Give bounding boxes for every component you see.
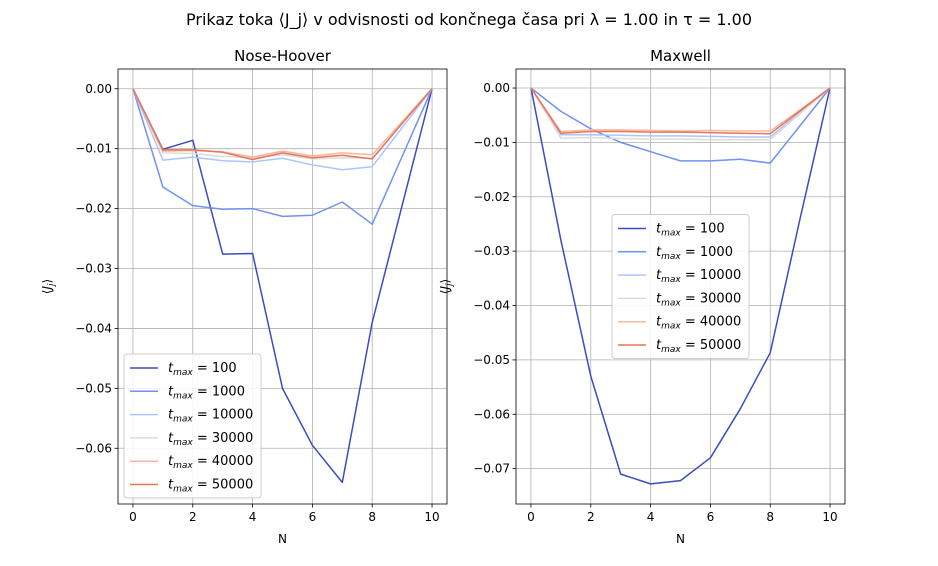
y-tick-label: −0.01 bbox=[473, 135, 510, 149]
y-tick-label: 0.00 bbox=[85, 82, 112, 96]
y-tick-label: 0.00 bbox=[483, 81, 510, 95]
figure-suptitle: Prikaz toka ⟨J_j⟩ v odvisnosti od končne… bbox=[186, 10, 752, 29]
x-tick-label: 10 bbox=[424, 510, 439, 524]
y-tick-label: −0.06 bbox=[75, 441, 112, 455]
x-tick-label: 6 bbox=[707, 510, 715, 524]
series-line-1 bbox=[132, 88, 433, 484]
legend-label-6: tmax = 50000 bbox=[656, 338, 741, 355]
series-line-5 bbox=[132, 88, 433, 158]
series-line-1 bbox=[530, 87, 831, 485]
x-tick-label: 0 bbox=[527, 510, 535, 524]
legend-label-4: tmax = 30000 bbox=[168, 431, 253, 448]
legend-label-3: tmax = 10000 bbox=[656, 268, 741, 285]
x-tick-label: 8 bbox=[368, 510, 376, 524]
legend: tmax = 100 tmax = 1000 tmax = 10000 tmax = … bbox=[123, 353, 262, 499]
y-axis-label: ⟨Jj⟩ bbox=[438, 279, 455, 294]
y-tick-label: −0.02 bbox=[473, 190, 510, 204]
y-tick-label: −0.07 bbox=[473, 462, 510, 476]
chart-panel-2: 0 2 4 6 8 10 0.00 −0.01 −0.02 −0.03 −0.04 −0.05 −0.0… bbox=[438, 47, 846, 546]
axes-frame bbox=[117, 68, 448, 505]
legend-box bbox=[611, 214, 750, 359]
x-tick-label: 8 bbox=[766, 510, 774, 524]
panel-title: Maxwell bbox=[650, 47, 711, 65]
x-axis-label: N bbox=[278, 532, 287, 546]
legend-label-2: tmax = 1000 bbox=[656, 245, 733, 262]
y-tick-label: −0.05 bbox=[473, 353, 510, 367]
x-axis-label: N bbox=[676, 532, 685, 546]
series-line-2 bbox=[132, 88, 433, 225]
legend-label-2: tmax = 1000 bbox=[168, 384, 245, 401]
y-axis-label: ⟨Jj⟩ bbox=[40, 279, 57, 294]
x-tick-label: 0 bbox=[129, 510, 137, 524]
legend-label-4: tmax = 30000 bbox=[656, 291, 741, 308]
y-tick-label: −0.03 bbox=[473, 244, 510, 258]
y-tick-label: −0.06 bbox=[473, 407, 510, 421]
y-tick-label: −0.05 bbox=[75, 381, 112, 395]
x-tick-label: 2 bbox=[587, 510, 595, 524]
legend-label-3: tmax = 10000 bbox=[168, 408, 253, 425]
series-line-2 bbox=[530, 87, 831, 164]
y-tick-label: −0.04 bbox=[473, 299, 510, 313]
x-tick-label: 6 bbox=[309, 510, 317, 524]
axes-frame bbox=[515, 68, 846, 505]
y-tick-label: −0.03 bbox=[75, 262, 112, 276]
y-tick-label: −0.02 bbox=[75, 202, 112, 216]
series-line-3 bbox=[530, 87, 831, 138]
panel-title: Nose-Hoover bbox=[234, 47, 332, 65]
legend-label-5: tmax = 40000 bbox=[656, 315, 741, 332]
x-tick-label: 10 bbox=[822, 510, 837, 524]
chart-panel-1: 0 2 4 6 8 10 0.00 −0.01 −0.02 −0.03 −0.04 −0.05 −0.0… bbox=[40, 47, 448, 546]
series-line-5 bbox=[530, 87, 831, 133]
legend-label-5: tmax = 40000 bbox=[168, 454, 253, 471]
series-line-3 bbox=[132, 88, 433, 171]
x-tick-label: 4 bbox=[249, 510, 257, 524]
legend-label-1: tmax = 100 bbox=[168, 361, 237, 378]
legend-label-6: tmax = 50000 bbox=[168, 478, 253, 495]
legend-label-1: tmax = 100 bbox=[656, 222, 725, 239]
legend: tmax = 100 tmax = 1000 tmax = 10000 tmax = … bbox=[611, 214, 750, 359]
x-tick-label: 4 bbox=[647, 510, 655, 524]
legend-box bbox=[123, 353, 262, 499]
series-line-6 bbox=[530, 87, 831, 135]
y-tick-label: −0.04 bbox=[75, 321, 112, 335]
x-tick-label: 2 bbox=[189, 510, 197, 524]
series-line-6 bbox=[132, 88, 433, 161]
y-tick-label: −0.01 bbox=[75, 142, 112, 156]
series-line-4 bbox=[530, 87, 831, 141]
